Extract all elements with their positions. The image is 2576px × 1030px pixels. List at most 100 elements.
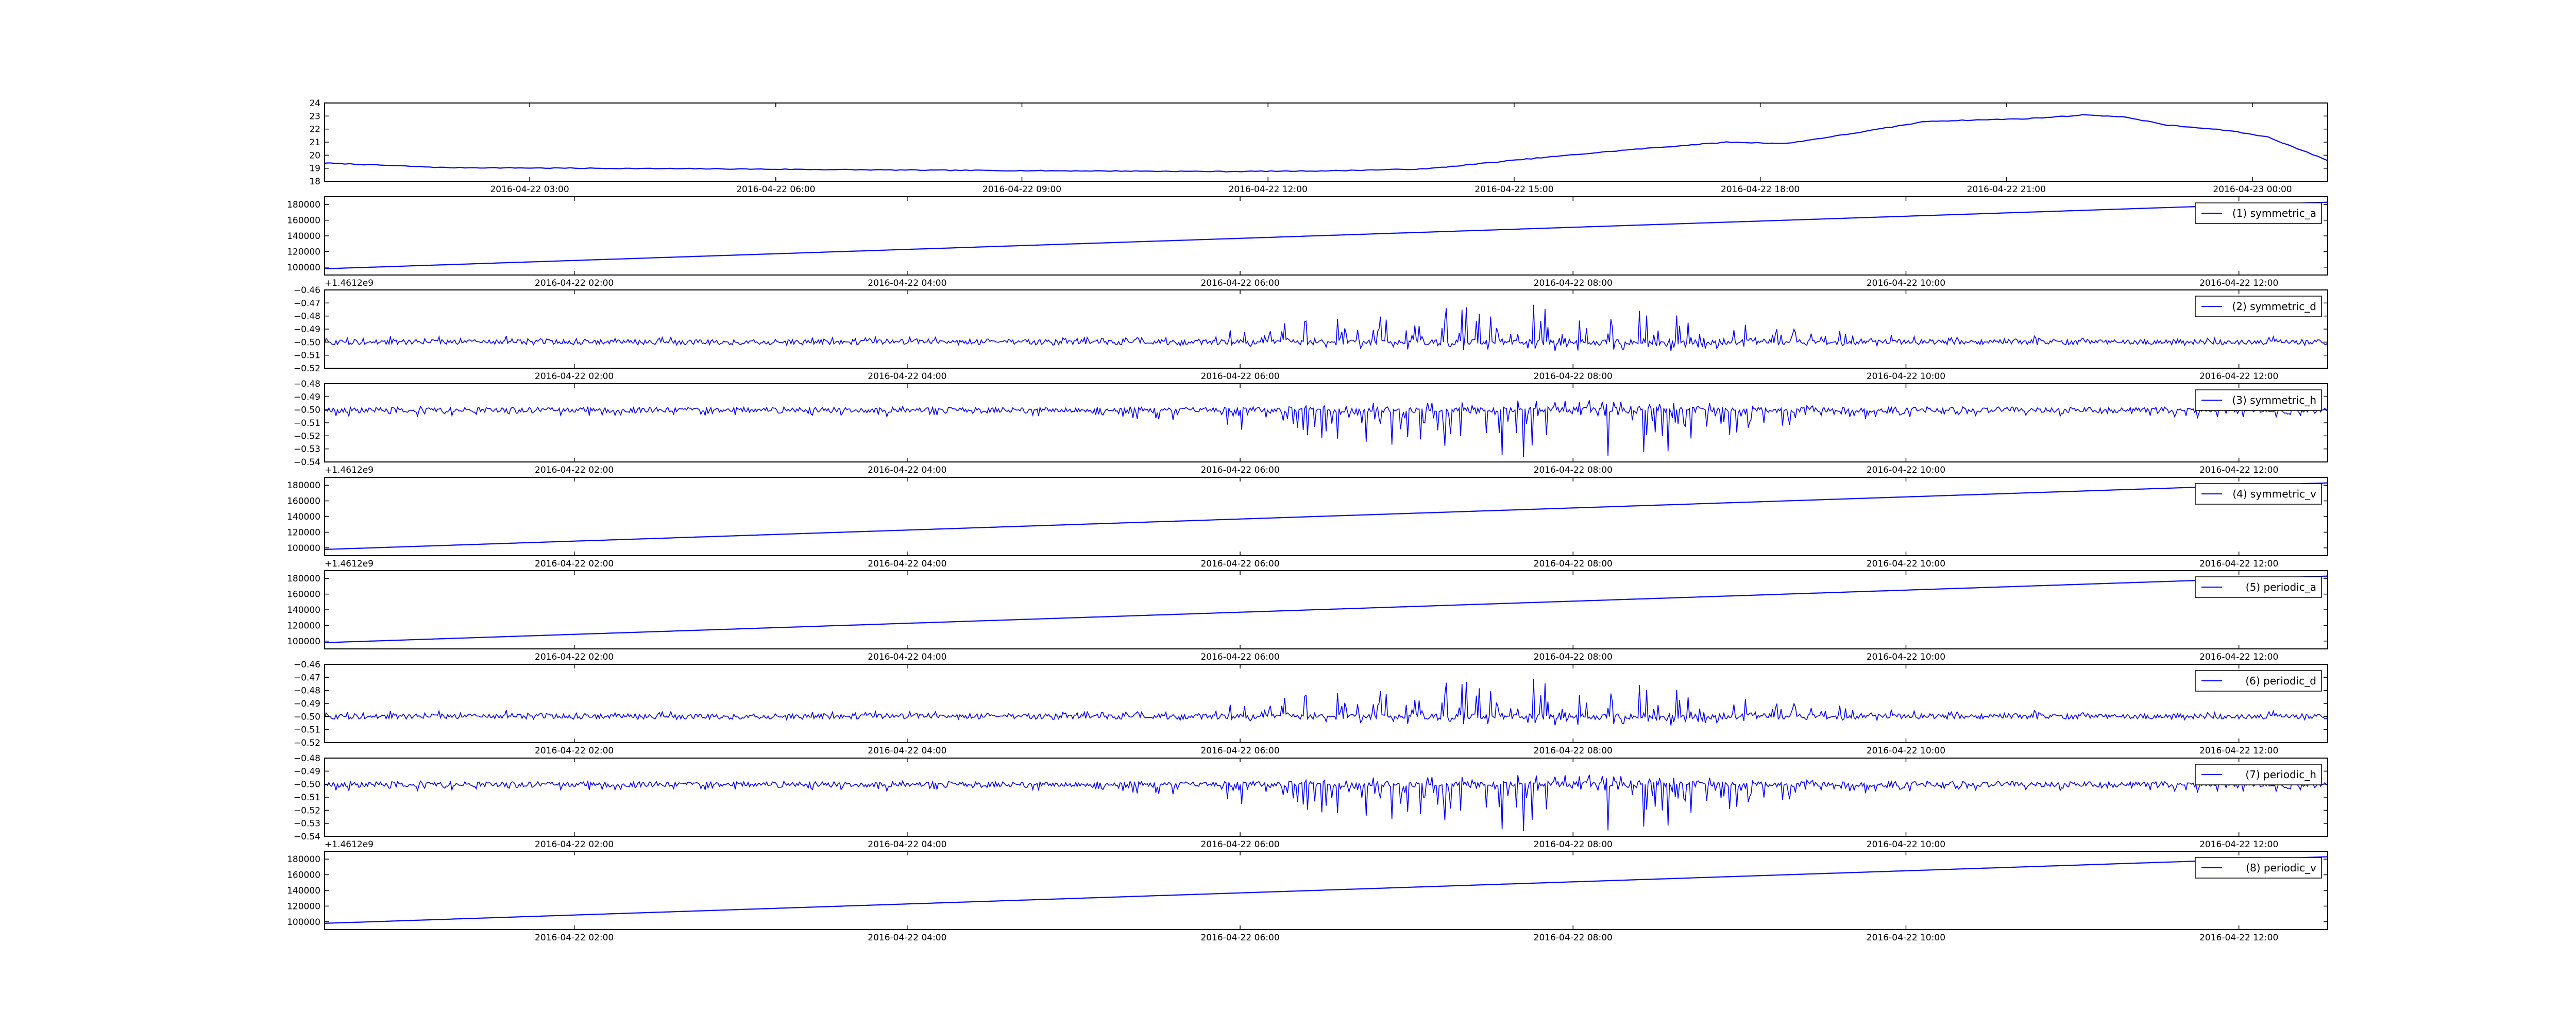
ytick-label: 100000 [287,263,320,273]
ytick-label: −0.54 [294,832,320,842]
ytick-label: −0.50 [294,780,320,790]
xtick-label: 2016-04-22 06:00 [1200,278,1279,288]
axes-frame [324,289,2328,369]
ytick-label: 100000 [287,543,320,554]
ytick-label: −0.51 [294,351,320,361]
xtick-label: 2016-04-22 02:00 [535,465,614,475]
ytick-label: −0.48 [294,686,320,696]
ytick-label: 19 [309,164,320,174]
xtick-label: 2016-04-22 08:00 [1534,465,1613,475]
xtick-label: 2016-04-22 02:00 [535,371,614,382]
xtick-label: 2016-04-22 10:00 [1867,559,1945,569]
axis-offset-label: +1.4612e9 [325,559,374,569]
axis-offset-label: +1.4612e9 [325,465,374,475]
xtick-label: 2016-04-22 04:00 [868,933,946,943]
subplot-9: 100000 120000 140000 160000 180000 2016-04-22… [287,851,2328,943]
ytick-label: 140000 [287,605,320,615]
xtick-label: 2016-04-22 12:00 [2199,559,2278,569]
ytick-label: −0.53 [294,444,320,455]
ytick-label: 18 [309,177,320,187]
ytick-label: −0.49 [294,324,320,335]
series-line [325,400,2328,457]
ytick-label: 180000 [287,480,320,491]
ytick-label: 22 [309,125,320,135]
subplot-7: −0.52 −0.51 −0.50 −0.49 −0.48 −0.47 −0.46 2016-… [294,660,2328,756]
xtick-label: 2016-04-22 06:00 [1200,465,1279,475]
xtick-label: 2016-04-22 02:00 [535,559,614,569]
xtick-label: 2016-04-22 02:00 [535,746,614,756]
legend-label: (4) symmetric_v [2232,488,2316,500]
ytick-label: 160000 [287,216,320,226]
subplot-5: 100000 120000 140000 160000 180000 2016-04-22… [287,477,2328,569]
xtick-label: 2016-04-22 08:00 [1534,371,1613,382]
ytick-label: 100000 [287,917,320,928]
ytick-label: 180000 [287,574,320,584]
legend-label: (1) symmetric_a [2232,207,2316,219]
xtick-label: 2016-04-22 10:00 [1867,652,1945,662]
xtick-label: 2016-04-22 08:00 [1534,559,1613,569]
series-line [325,679,2328,726]
subplot-1: 18 19 20 21 22 23 24 2016-04-22 03:00 2016-04-22… [309,98,2328,195]
ytick-label: −0.50 [294,712,320,722]
ytick-label: 120000 [287,621,320,631]
axes-frame [324,383,2328,462]
legend: (7) periodic_h [2195,764,2322,785]
ytick-label: −0.51 [294,418,320,428]
legend-box [2195,389,2322,411]
series-line [325,482,2328,550]
ytick-label: 180000 [287,854,320,865]
axes-frame [324,758,2328,837]
xtick-label: 2016-04-22 12:00 [2199,746,2278,756]
ytick-label: 160000 [287,496,320,507]
xtick-label: 2016-04-22 18:00 [1721,184,1800,195]
series-line [325,114,2328,173]
ytick-label: 180000 [287,200,320,210]
ytick-label: −0.52 [294,431,320,441]
ytick-label: 100000 [287,637,320,647]
ytick-label: −0.51 [294,793,320,803]
xtick-label: 2016-04-22 04:00 [868,652,946,662]
ytick-label: 140000 [287,231,320,242]
xtick-label: 2016-04-22 12:00 [2199,933,2278,943]
xtick-label: 2016-04-22 09:00 [982,184,1061,195]
axis-offset-label: +1.4612e9 [325,278,374,288]
legend: (5) periodic_a [2195,576,2322,598]
xtick-label: 2016-04-22 21:00 [1967,184,2046,195]
ytick-label: −0.46 [294,285,320,296]
xtick-label: 2016-04-22 06:00 [1200,839,1279,850]
xtick-label: 2016-04-22 10:00 [1867,933,1945,943]
xtick-label: 2016-04-22 06:00 [1200,746,1279,756]
legend-label: (2) symmetric_d [2232,300,2316,313]
ytick-label: 160000 [287,590,320,600]
axes-frame [324,664,2328,743]
xtick-label: 2016-04-22 12:00 [2199,278,2278,288]
ytick-label: 21 [309,138,320,148]
xtick-label: 2016-04-22 10:00 [1867,465,1945,475]
ytick-label: −0.47 [294,673,320,683]
series-line [325,775,2328,832]
xtick-label: 2016-04-22 08:00 [1534,652,1613,662]
xtick-label: 2016-04-22 02:00 [535,278,614,288]
subplot-2: 100000 120000 140000 160000 180000 2016-04-22… [287,196,2328,288]
subplot-4: −0.54 −0.53 −0.52 −0.51 −0.50 −0.49 −0.48 2016-… [294,379,2328,475]
ytick-label: 120000 [287,901,320,912]
xtick-label: 2016-04-23 00:00 [2213,184,2292,195]
xtick-label: 2016-04-22 04:00 [868,746,946,756]
axes-frame [324,102,2328,182]
xtick-label: 2016-04-22 02:00 [535,933,614,943]
series-line [325,856,2328,924]
xtick-label: 2016-04-22 03:00 [490,184,569,195]
ytick-label: 23 [309,111,320,122]
ytick-label: −0.48 [294,312,320,322]
legend-label: (7) periodic_h [2245,768,2316,781]
legend: (3) symmetric_h [2195,389,2322,411]
xtick-label: 2016-04-22 10:00 [1867,839,1945,850]
ytick-label: 140000 [287,886,320,896]
ytick-label: −0.51 [294,725,320,735]
xtick-label: 2016-04-22 08:00 [1534,746,1613,756]
xtick-label: 2016-04-22 04:00 [868,465,946,475]
ytick-label: −0.50 [294,405,320,416]
subplot-8: −0.54 −0.53 −0.52 −0.51 −0.50 −0.49 −0.48 2016-… [294,753,2328,850]
ytick-label: −0.49 [294,392,320,402]
